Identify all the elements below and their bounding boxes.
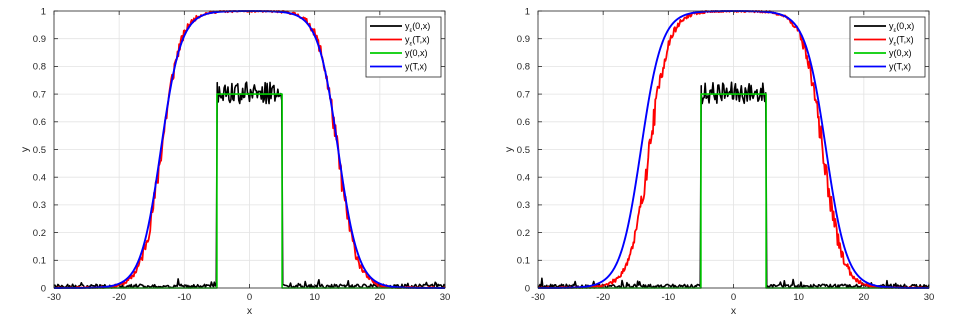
x-tick-label: -30 xyxy=(47,292,61,303)
x-tick-label: 0 xyxy=(247,292,252,303)
y-tick-label: 0.9 xyxy=(517,34,530,45)
x-tick-label: -20 xyxy=(112,292,126,303)
legend-label-0: yε(0,x) xyxy=(889,21,914,34)
x-tick-label: 10 xyxy=(793,292,804,303)
y-tick-label: 0 xyxy=(525,283,530,294)
y-tick-label: 0.4 xyxy=(517,173,530,184)
y-tick-label: 0.8 xyxy=(33,62,46,73)
x-tick-label: -20 xyxy=(596,292,610,303)
y-tick-label: 0.7 xyxy=(517,89,530,100)
y-tick-label: 0.6 xyxy=(33,117,46,128)
y-tick-label: 0.6 xyxy=(517,117,530,128)
y-tick-label: 0.3 xyxy=(517,200,530,211)
y-tick-label: 0 xyxy=(41,283,46,294)
y-tick-label: 0.8 xyxy=(517,62,530,73)
x-tick-label: 20 xyxy=(375,292,386,303)
legend-label-1: yε(T,x) xyxy=(405,35,430,48)
y-tick-label: 0.9 xyxy=(33,34,46,45)
x-axis-label: x xyxy=(731,305,737,317)
y-tick-label: 0.1 xyxy=(517,256,530,267)
chart-right-svg: -30 -20 -10 0 10 20 30 0 0.1 0.2 0.3 0.4 0.5 0.6 0.7 0.… xyxy=(503,6,935,317)
x-tick-label: -10 xyxy=(177,292,191,303)
legend-label-2: y(0,x) xyxy=(405,48,428,58)
y-tick-label: 0.5 xyxy=(33,145,46,156)
legend: yε(0,x)yε(T,x)y(0,x) y(T,x) xyxy=(849,16,926,78)
y-tick-label: 0.5 xyxy=(517,145,530,156)
ticks: -30 -20 -10 0 10 20 30 0 0.1 0.2 0.3 0.4 0.5 0.6 0.7 0.… xyxy=(517,6,935,303)
x-tick-label: 20 xyxy=(859,292,870,303)
chart-left-svg: -30 -20 -10 0 10 20 30 0 0.1 0.2 0.3 0.4 0.5 0.6 0.7 0.… xyxy=(19,6,451,317)
chart-panel-right: -30 -20 -10 0 10 20 30 0 0.1 0.2 0.3 0.4 0.5 0.6 0.7 0.… xyxy=(484,0,968,325)
ticks: -30 -20 -10 0 10 20 30 0 0.1 0.2 0.3 0.4 0.5 0.6 0.7 0.… xyxy=(33,6,451,303)
x-tick-label: 0 xyxy=(731,292,736,303)
y-tick-label: 0.2 xyxy=(33,228,46,239)
chart-panel-left: -30 -20 -10 0 10 20 30 0 0.1 0.2 0.3 0.4 0.5 0.6 0.7 0.… xyxy=(19,6,451,317)
y-tick-label: 0.2 xyxy=(517,228,530,239)
x-tick-label: 30 xyxy=(924,292,935,303)
x-tick-label: 10 xyxy=(309,292,320,303)
x-axis-label: x xyxy=(247,305,253,317)
y-tick-label: 0.4 xyxy=(33,173,46,184)
x-tick-label: -30 xyxy=(531,292,545,303)
y-tick-label: 1 xyxy=(525,6,530,17)
legend-label-3: y(T,x) xyxy=(405,62,427,72)
y-tick-label: 0.1 xyxy=(33,256,46,267)
x-tick-label: 30 xyxy=(440,292,451,303)
y-axis-label: y xyxy=(503,146,515,152)
y-tick-label: 0.7 xyxy=(33,89,46,100)
y-tick-label: 1 xyxy=(41,6,46,17)
legend-label-0: yε(0,x) xyxy=(405,21,430,34)
legend-label-1: yε(T,x) xyxy=(889,35,914,48)
legend-label-2: y(0,x) xyxy=(889,48,912,58)
y-axis-label: y xyxy=(19,146,31,152)
x-tick-label: -10 xyxy=(661,292,675,303)
legend: yε(0,x)yε(T,x)y(0,x) y(T,x) xyxy=(365,16,442,78)
legend-label-3: y(T,x) xyxy=(889,62,911,72)
y-tick-label: 0.3 xyxy=(33,200,46,211)
